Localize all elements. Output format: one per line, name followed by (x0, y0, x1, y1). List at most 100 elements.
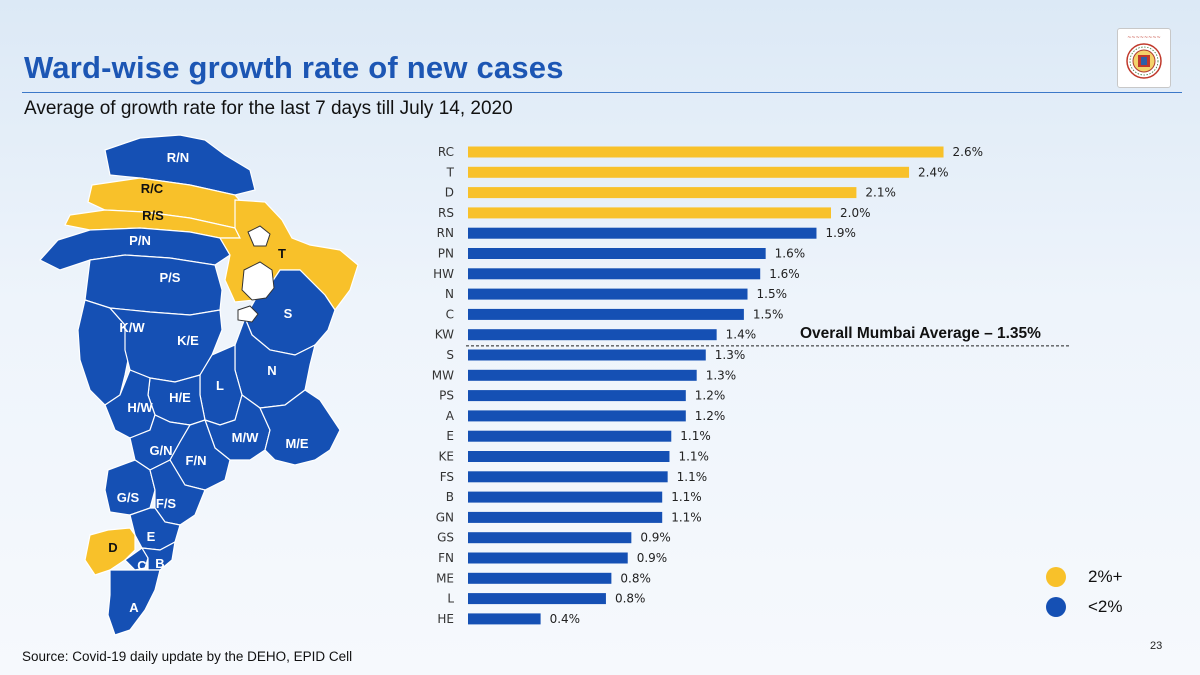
category-label-ke: KE (439, 450, 454, 464)
page-title: Ward-wise growth rate of new cases (24, 50, 564, 85)
category-label-a: A (446, 409, 455, 423)
category-label-t: T (446, 165, 455, 179)
bar-b (468, 491, 663, 503)
bar-fs (468, 471, 668, 483)
category-label-gn: GN (436, 510, 454, 524)
ward-label-a: A (129, 600, 139, 615)
category-label-rc: RC (438, 145, 454, 159)
ward-label-l: L (216, 378, 224, 393)
bar-gn (468, 511, 663, 523)
value-label-gs: 0.9% (640, 531, 671, 545)
bar-gs (468, 532, 632, 544)
value-label-c: 1.5% (753, 307, 784, 321)
category-label-he: HE (437, 612, 454, 626)
category-label-fn: FN (438, 551, 454, 565)
ward-label-g-n: G/N (149, 443, 172, 458)
lake-2-icon (241, 261, 275, 301)
ward-e (129, 507, 181, 551)
value-label-hw: 1.6% (769, 267, 800, 281)
ward-label-g-s: G/S (117, 490, 140, 505)
page-number: 23 (1150, 640, 1163, 652)
value-label-ps: 1.2% (695, 389, 726, 403)
legend-item-low: <2% (1046, 597, 1123, 617)
ward-b (140, 540, 176, 571)
ward-label-t: T (278, 246, 286, 261)
category-label-c: C (446, 307, 454, 321)
value-label-rs: 2.0% (840, 206, 871, 220)
bar-mw (468, 369, 697, 381)
ward-label-k-e: K/E (177, 333, 199, 348)
value-label-pn: 1.6% (775, 247, 806, 261)
ward-label-f-s: F/S (156, 496, 177, 511)
category-label-fs: FS (440, 470, 454, 484)
mumbai-ward-map: R/N R/C R/S P/N T P/S S K/W K/E N L H/E H/W M/W M/E G/N… (39, 134, 359, 636)
average-line-label: Overall Mumbai Average – 1.35% (800, 325, 1041, 342)
municipal-corporation-logo-icon: ~~~~~~~~ (1117, 28, 1171, 88)
ward-label-p-s: P/S (160, 270, 181, 285)
ward-label-h-w: H/W (127, 400, 153, 415)
bar-fn (468, 552, 628, 564)
ward-h-w (104, 369, 156, 439)
value-label-t: 2.4% (918, 165, 949, 179)
ward-label-p-n: P/N (129, 233, 151, 248)
bar-e (468, 430, 672, 442)
category-label-n: N (445, 287, 454, 301)
legend-label-high: 2%+ (1088, 567, 1123, 586)
bar-s (468, 349, 706, 361)
legend-swatch-low (1046, 597, 1066, 617)
ward-label-r-s: R/S (142, 208, 164, 223)
ward-m-e (259, 389, 341, 466)
bar-pn (468, 248, 766, 259)
ward-d (84, 527, 136, 576)
bar-hw (468, 268, 761, 280)
page-subtitle: Average of growth rate for the last 7 da… (24, 98, 513, 119)
bar-ps (468, 390, 686, 402)
category-label-rs: RS (438, 206, 454, 220)
bar-kw (468, 329, 717, 341)
value-label-me: 0.8% (620, 571, 651, 585)
bar-a (468, 410, 686, 422)
category-label-s: S (446, 348, 454, 362)
value-label-rc: 2.6% (953, 145, 984, 159)
value-label-e: 1.1% (680, 429, 711, 443)
category-label-d: D (445, 186, 454, 200)
svg-text:~~~~~~~~: ~~~~~~~~ (1127, 35, 1161, 41)
legend-swatch-high (1046, 567, 1066, 587)
ward-label-r-n: R/N (167, 150, 189, 165)
ward-label-b: B (155, 556, 164, 571)
ward-label-m-w: M/W (232, 430, 259, 445)
category-label-rn: RN (437, 226, 454, 240)
bar-c (468, 308, 744, 320)
ward-a (107, 569, 161, 636)
category-label-l: L (447, 592, 454, 606)
category-label-me: ME (436, 571, 454, 585)
ward-label-k-w: K/W (119, 320, 145, 335)
category-label-b: B (446, 490, 454, 504)
ward-f-s (149, 459, 206, 526)
bar-rs (468, 207, 831, 219)
ward-label-m-e: M/E (285, 436, 308, 451)
category-label-kw: KW (435, 328, 454, 342)
ward-label-d: D (108, 540, 117, 555)
bar-rc (468, 146, 944, 158)
bar-ke (468, 451, 670, 462)
ward-r-n (104, 134, 256, 196)
value-label-d: 2.1% (865, 186, 896, 200)
value-label-mw: 1.3% (706, 368, 737, 382)
ward-label-e: E (147, 529, 156, 544)
legend-item-high: 2%+ (1046, 567, 1123, 587)
ward-label-n: N (267, 363, 276, 378)
ward-c (124, 547, 149, 571)
category-label-ps: PS (439, 389, 454, 403)
ward-label-c: C (137, 558, 147, 573)
bar-t (468, 166, 910, 178)
category-label-pn: PN (438, 247, 454, 261)
ward-label-f-n: F/N (186, 453, 207, 468)
source-note: Source: Covid-19 daily update by the DEH… (22, 649, 353, 664)
value-label-n: 1.5% (757, 287, 788, 301)
bar-he (468, 613, 541, 625)
value-label-fn: 0.9% (637, 551, 668, 565)
value-label-s: 1.3% (715, 348, 746, 362)
ward-label-h-e: H/E (169, 390, 191, 405)
